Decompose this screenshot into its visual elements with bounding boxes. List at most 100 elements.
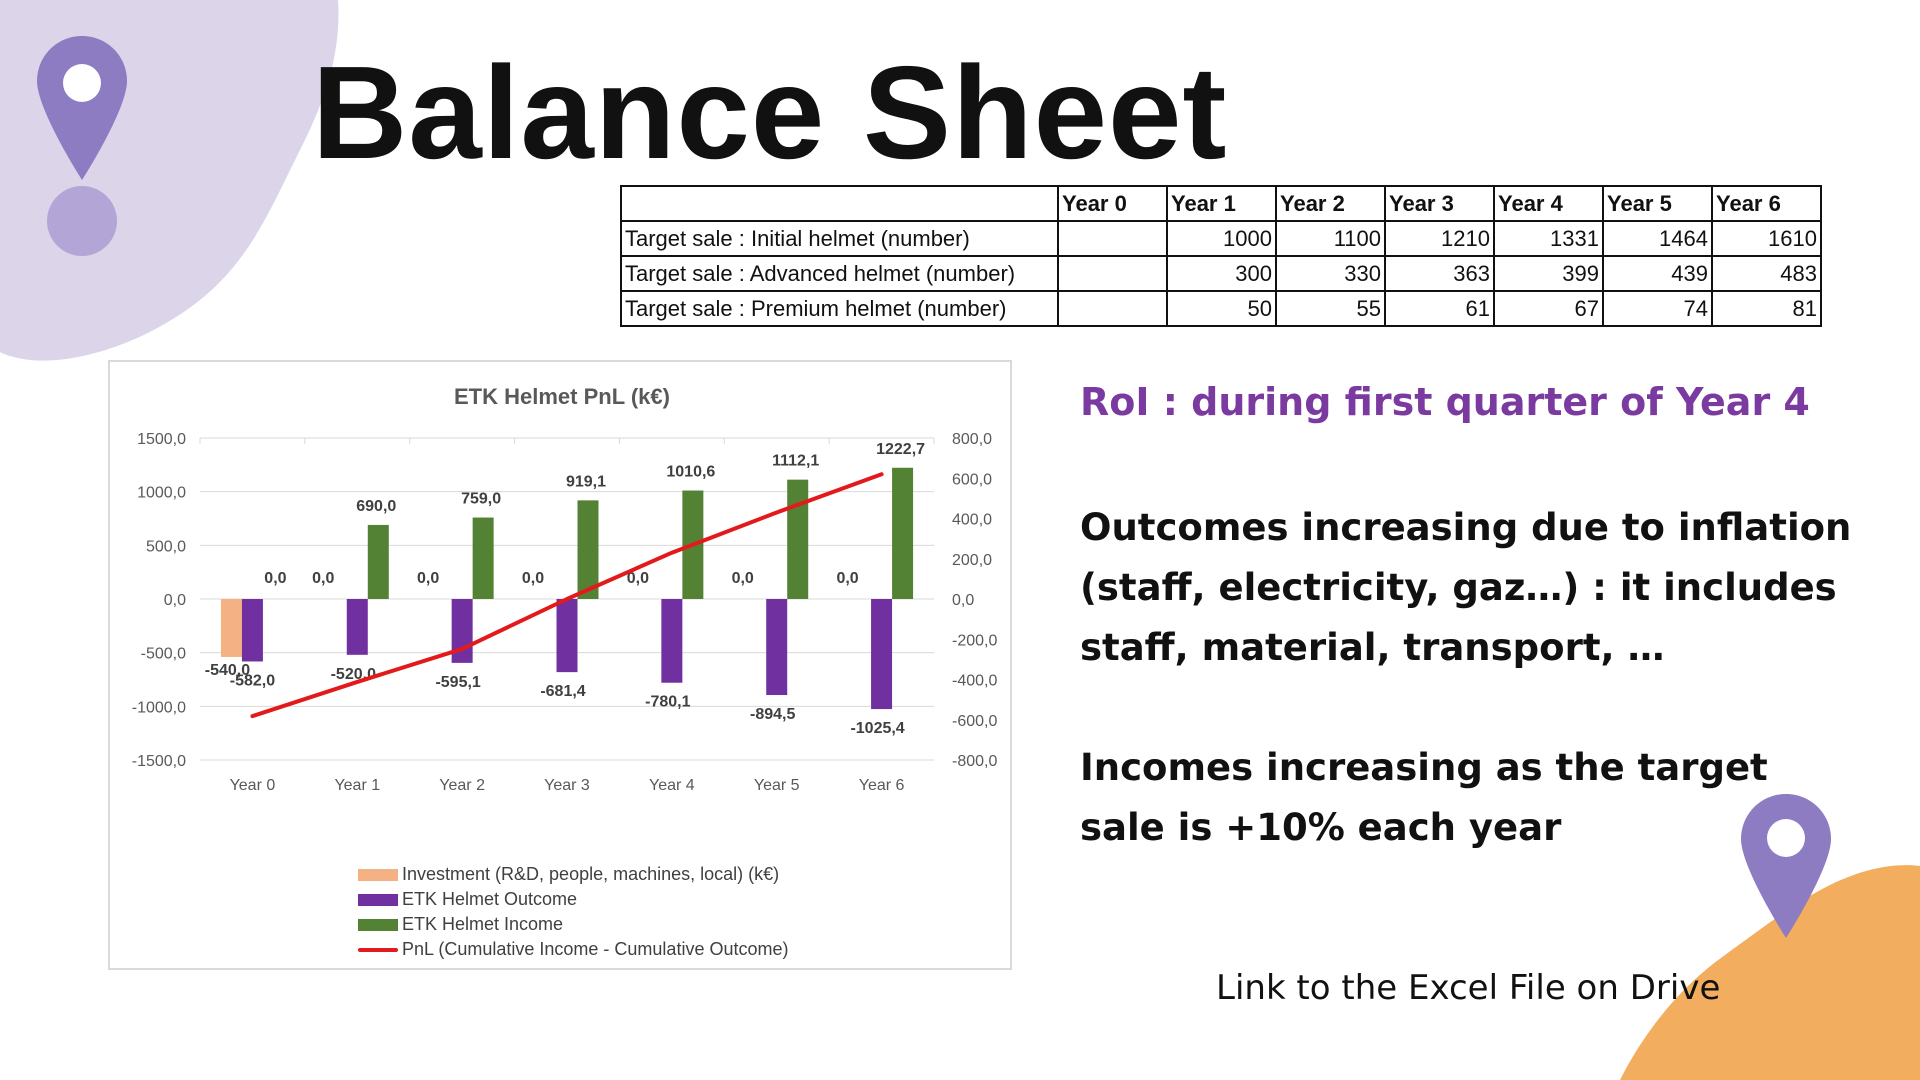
table-cell: 363 bbox=[1384, 255, 1495, 292]
table-cell: 74 bbox=[1602, 290, 1713, 327]
table-cell: 1210 bbox=[1384, 220, 1495, 257]
table-row: Target sale : Initial helmet (number) 10… bbox=[620, 220, 1822, 257]
table-header-cell: Year 4 bbox=[1493, 185, 1604, 222]
y-tick-label: -500,0 bbox=[141, 646, 186, 663]
table-header-cell: Year 0 bbox=[1057, 185, 1168, 222]
chart-title: ETK Helmet PnL (k€) bbox=[454, 384, 670, 409]
y2-tick-label: 600,0 bbox=[952, 471, 992, 488]
legend-label: ETK Helmet Income bbox=[402, 914, 564, 934]
table-cell bbox=[1057, 220, 1168, 257]
pnl-chart: ETK Helmet PnL (k€) 1500,0 1000,0 500,0 0,0 -… bbox=[132, 384, 998, 794]
income-bar bbox=[787, 479, 809, 599]
table-cell: 1610 bbox=[1711, 220, 1822, 257]
y-tick-label: -1000,0 bbox=[132, 699, 186, 716]
table-cell: 1331 bbox=[1493, 220, 1604, 257]
x-tick-label: Year 5 bbox=[754, 777, 800, 794]
y-tick-label: 1500,0 bbox=[137, 431, 186, 448]
data-label: 0,0 bbox=[522, 570, 544, 587]
table-cell: 330 bbox=[1275, 255, 1386, 292]
table-cell: 81 bbox=[1711, 290, 1822, 327]
table-cell: 439 bbox=[1602, 255, 1713, 292]
table-header-cell: Year 1 bbox=[1166, 185, 1277, 222]
pnl-chart-panel: ETK Helmet PnL (k€) 1500,0 1000,0 500,0 0,0 -… bbox=[108, 360, 1012, 970]
legend-item-outcome: ETK Helmet Outcome bbox=[358, 887, 788, 912]
table-cell: 1100 bbox=[1275, 220, 1386, 257]
data-label: 0,0 bbox=[836, 570, 858, 587]
x-tick-label: Year 2 bbox=[439, 777, 485, 794]
y2-tick-label: -600,0 bbox=[952, 713, 997, 730]
investment-bar bbox=[220, 599, 242, 657]
y-tick-label: 500,0 bbox=[146, 538, 186, 555]
data-label: 0,0 bbox=[627, 570, 649, 587]
excel-file-link[interactable]: Link to the Excel File on Drive bbox=[1216, 968, 1721, 1008]
data-label: 0,0 bbox=[264, 570, 286, 587]
table-row-label: Target sale : Advanced helmet (number) bbox=[620, 255, 1059, 292]
table-cell: 1464 bbox=[1602, 220, 1713, 257]
table-row: Target sale : Advanced helmet (number) 3… bbox=[620, 255, 1822, 292]
map-pin-icon bbox=[1741, 794, 1831, 938]
outcome-bar bbox=[556, 599, 578, 673]
data-label: -681,4 bbox=[540, 683, 585, 700]
table-cell: 55 bbox=[1275, 290, 1386, 327]
y2-tick-label: 200,0 bbox=[952, 552, 992, 569]
legend-swatch bbox=[358, 868, 398, 881]
y2-tick-label: -200,0 bbox=[952, 632, 997, 649]
data-label: 919,1 bbox=[566, 473, 606, 490]
y-tick-label: 1000,0 bbox=[137, 485, 186, 502]
income-bar bbox=[472, 517, 494, 599]
legend-label: PnL (Cumulative Income - Cumulative Outc… bbox=[402, 939, 789, 959]
decorative-blob-top-left bbox=[0, 0, 339, 361]
slide-title: Balance Sheet bbox=[312, 39, 1228, 186]
outcomes-paragraph: Outcomes increasing due to inflation (st… bbox=[1080, 506, 1852, 669]
income-bar bbox=[367, 524, 389, 599]
target-sales-table: Year 0 Year 1 Year 2 Year 3 Year 4 Year … bbox=[620, 185, 1822, 327]
data-label: 1010,6 bbox=[666, 464, 715, 481]
data-label: -520,0 bbox=[331, 666, 376, 683]
outcome-bar bbox=[241, 599, 263, 662]
data-label: 759,0 bbox=[461, 491, 501, 508]
y-tick-label: -1500,0 bbox=[132, 753, 186, 770]
table-cell bbox=[1057, 290, 1168, 327]
table-row-label: Target sale : Initial helmet (number) bbox=[620, 220, 1059, 257]
table-cell: 50 bbox=[1166, 290, 1277, 327]
table-cell: 61 bbox=[1384, 290, 1495, 327]
outcome-bar bbox=[661, 599, 683, 683]
data-label: 1112,1 bbox=[772, 453, 819, 470]
table-header-cell: Year 3 bbox=[1384, 185, 1495, 222]
x-tick-label: Year 1 bbox=[334, 777, 380, 794]
table-header-cell: Year 2 bbox=[1275, 185, 1386, 222]
table-cell: 1000 bbox=[1166, 220, 1277, 257]
y2-tick-label: 800,0 bbox=[952, 431, 992, 448]
table-header-row: Year 0 Year 1 Year 2 Year 3 Year 4 Year … bbox=[620, 185, 1822, 222]
data-label: -582,0 bbox=[230, 672, 275, 689]
table-header-cell: Year 5 bbox=[1602, 185, 1713, 222]
legend-swatch bbox=[358, 893, 398, 906]
x-tick-label: Year 6 bbox=[859, 777, 905, 794]
y2-tick-label: -800,0 bbox=[952, 753, 997, 770]
data-label: -780,1 bbox=[645, 694, 690, 711]
y-tick-label: 0,0 bbox=[164, 592, 186, 609]
data-label: -540,0 bbox=[205, 662, 250, 679]
outcome-bar bbox=[871, 599, 893, 710]
legend-item-investment: Investment (R&D, people, machines, local… bbox=[358, 862, 788, 887]
data-label: -595,1 bbox=[435, 674, 480, 691]
income-bar bbox=[577, 500, 599, 599]
table-cell: 399 bbox=[1493, 255, 1604, 292]
pnl-line bbox=[250, 472, 884, 719]
data-label: 1222,7 bbox=[876, 441, 925, 458]
table-header-cell: Year 6 bbox=[1711, 185, 1822, 222]
legend-swatch bbox=[358, 947, 398, 952]
y2-tick-label: 400,0 bbox=[952, 512, 992, 529]
chart-legend: Investment (R&D, people, machines, local… bbox=[358, 862, 788, 962]
data-label: -894,5 bbox=[750, 706, 795, 723]
x-tick-label: Year 3 bbox=[544, 777, 590, 794]
legend-swatch bbox=[358, 918, 398, 931]
outcome-bar bbox=[346, 599, 368, 655]
legend-item-pnl: PnL (Cumulative Income - Cumulative Outc… bbox=[358, 937, 788, 962]
data-label: 0,0 bbox=[732, 570, 754, 587]
legend-item-income: ETK Helmet Income bbox=[358, 912, 788, 937]
table-cell: 300 bbox=[1166, 255, 1277, 292]
data-label: -1025,4 bbox=[850, 720, 904, 737]
y2-tick-label: 0,0 bbox=[952, 592, 974, 609]
map-pin-icon bbox=[37, 36, 127, 256]
